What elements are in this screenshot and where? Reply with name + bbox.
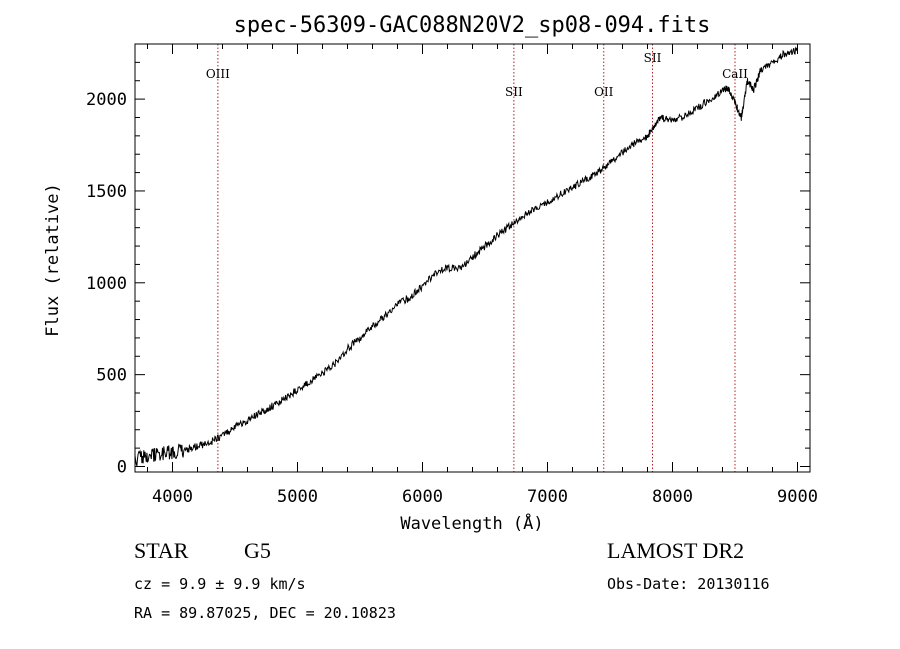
y-axis-label: Flux (relative)	[43, 183, 63, 337]
line-marker-label: CaII	[722, 67, 748, 81]
plot-frame	[134, 43, 811, 473]
line-marker-label: OII	[594, 85, 614, 99]
survey-name: LAMOST DR2	[607, 538, 745, 563]
object-subclass: G5	[244, 538, 271, 563]
redshift-velocity: cz = 9.9 ± 9.9 km/s	[134, 575, 306, 593]
x-axis-label: Wavelength (Å)	[400, 512, 543, 534]
object-class: STAR	[134, 538, 189, 563]
x-tick-label: 6000	[402, 487, 443, 507]
line-markers: OIII SII OII SII CaII	[206, 44, 748, 472]
x-tick-label: 8000	[652, 487, 693, 507]
y-tick-label: 1500	[86, 182, 127, 202]
line-marker-label: SII	[505, 85, 523, 99]
chart-title: spec-56309-GAC088N20V2_sp08-094.fits	[234, 13, 711, 38]
y-tick-label: 2000	[86, 90, 127, 110]
observation-date: Obs-Date: 20130116	[607, 575, 770, 593]
x-tick-label: 9000	[777, 487, 818, 507]
y-tick-label: 0	[117, 457, 127, 477]
spectrum-line	[134, 46, 798, 466]
y-tick-label: 1000	[86, 274, 127, 294]
x-tick-label: 4000	[152, 487, 193, 507]
line-marker-label: SII	[644, 51, 662, 65]
coordinates: RA = 89.87025, DEC = 20.10823	[134, 604, 396, 622]
line-marker-label: OIII	[206, 67, 230, 81]
y-tick-label: 500	[96, 366, 127, 386]
x-tick-label: 7000	[527, 487, 568, 507]
x-tick-label: 5000	[277, 487, 318, 507]
axis-ticks: 4000 5000 6000 7000 8000 9000 0 500 1000 1500 2000	[86, 44, 818, 507]
